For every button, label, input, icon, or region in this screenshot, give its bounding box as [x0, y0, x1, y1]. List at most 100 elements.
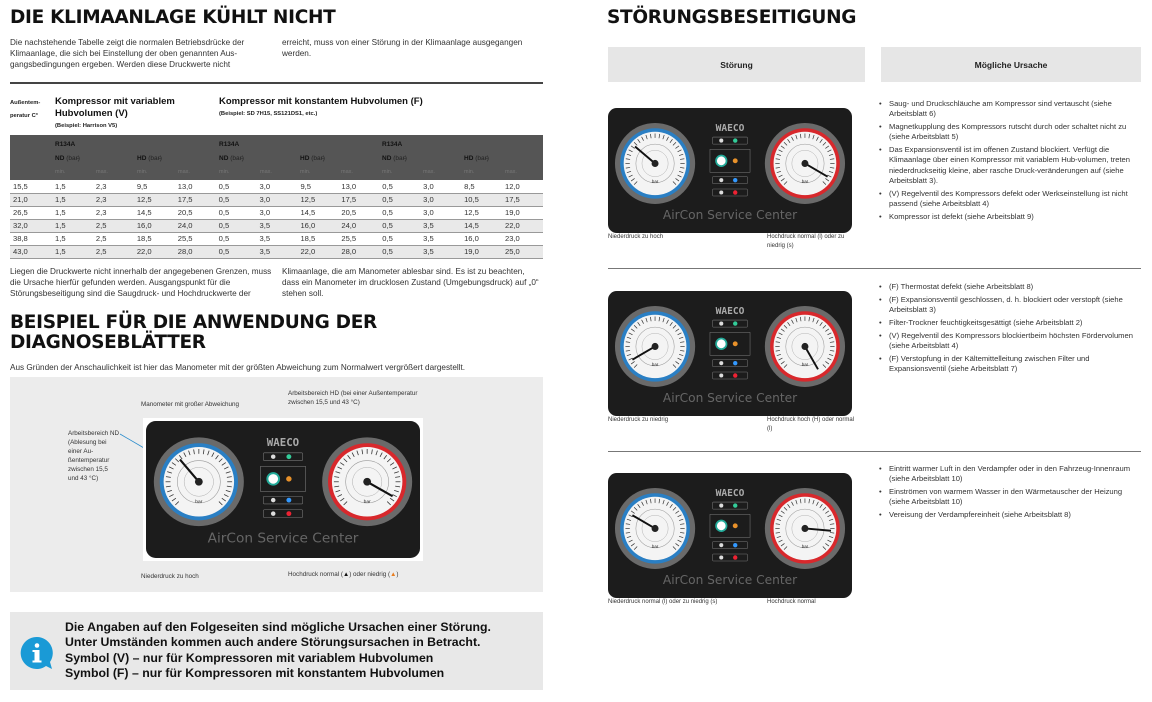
- column-header-cause: Mögliche Ursache: [881, 47, 1141, 82]
- cause-list: Saug- und Druckschläuche am Kompressor s…: [879, 99, 1141, 225]
- cause-item: Das Expansionsventil ist im offenen Zust…: [879, 145, 1141, 186]
- pressure-cell: 9,5: [297, 180, 339, 194]
- orange-led: [732, 341, 738, 347]
- pressure-cell: 0,5: [379, 180, 421, 194]
- orange-led: [732, 523, 738, 529]
- column-header-fault: Störung: [608, 47, 865, 82]
- info-box: Die Angaben auf den Folgeseiten sind mög…: [10, 612, 543, 690]
- pressure-cell: 17,5: [174, 193, 216, 207]
- blue-led: [286, 497, 292, 503]
- low-pressure-gauge: bar: [614, 122, 696, 204]
- cause-item: Eintritt warmer Luft in den Verdampfer o…: [879, 464, 1141, 485]
- min-label: min.: [219, 169, 230, 175]
- fault-row: bar bar WAECO AirCon Service Center: [608, 108, 852, 233]
- pressure-cell: 1,5: [52, 206, 93, 220]
- pressure-cell: 2,3: [92, 193, 134, 207]
- cause-item: Kompressor ist defekt (siehe Arbeitsblat…: [879, 212, 1141, 223]
- red-led: [733, 373, 738, 378]
- example-title-line2: DIAGNOSEBLÄTTER: [10, 332, 206, 353]
- table-row: 32,0 1,5 2,5 16,0 24,0 0,5 3,5 16,0 24,0 0,5 3,5 14…: [10, 219, 543, 233]
- pressure-cell: 19,0: [461, 245, 502, 259]
- cause-item: Saug- und Druckschläuche am Kompressor s…: [879, 99, 1141, 120]
- pressure-cell: 1,5: [52, 180, 93, 194]
- panel-name: AirCon Service Center: [663, 208, 798, 222]
- green-led: [733, 503, 738, 508]
- pressure-cell: 3,5: [256, 232, 298, 246]
- table-row: 26,5 1,5 2,3 14,5 20,5 0,5 3,0 14,5 20,5 0,5 3,0 12…: [10, 206, 543, 220]
- info-text: Die Angaben auf den Folgeseiten sind mög…: [65, 620, 491, 681]
- unit-text: (bar̵): [311, 155, 325, 162]
- fan-icon: [719, 373, 724, 378]
- pressure-cell: 3,0: [420, 193, 462, 207]
- cause-item: Magnetkupplung des Kompressors rutscht d…: [879, 122, 1141, 143]
- high-pressure-gauge: bar: [764, 305, 846, 387]
- label-nd-range: Arbeitsbereich ND (Ablesung bei einer Au…: [68, 430, 120, 482]
- fan-icon: [270, 511, 276, 516]
- pressure-cell: 8,5: [461, 180, 502, 194]
- pressure-cell: 24,0: [174, 219, 216, 233]
- hd-text: HD: [464, 155, 474, 162]
- hd-text: HD: [300, 155, 310, 162]
- info-line: Die Angaben auf den Folgeseiten sind mög…: [65, 620, 491, 634]
- red-led: [733, 555, 738, 560]
- unit-text: (bar̵): [230, 155, 244, 162]
- pressure-cell: 17,5: [338, 193, 380, 207]
- high-pressure-gauge: bar: [764, 122, 846, 204]
- low-pressure-gauge: bar: [614, 305, 696, 387]
- high-pressure-gauge: bar: [764, 487, 846, 569]
- table-header-band: R134A ND (bar̵) HD (bar̵) R134A ND (bar̵) HD …: [10, 135, 543, 180]
- pressure-cell: 3,0: [256, 180, 298, 194]
- nd-text: ND: [55, 155, 65, 162]
- pressure-cell: 1,5: [52, 245, 93, 259]
- vehicle-icon: [719, 178, 724, 183]
- low-pressure-gauge: bar: [614, 487, 696, 569]
- pressure-cell: 3,5: [256, 245, 298, 259]
- pressure-cell: 20,5: [174, 206, 216, 220]
- cause-item: (F) Thermostat defekt (siehe Arbeitsblat…: [879, 282, 1141, 293]
- refrigerant-label: R134A: [219, 141, 240, 148]
- pressure-cell: 12,5: [133, 193, 175, 207]
- cause-item: (F) Expansionsventil geschlossen, d. h. …: [879, 295, 1141, 316]
- intro-text-col1: Die nachstehende Tabelle zeigt die norma…: [10, 38, 245, 69]
- cause-item: Einströmen von warmem Wasser in den Wärm…: [879, 487, 1141, 508]
- pressure-cell: 0,5: [215, 180, 257, 194]
- pressure-cell: 22,0: [297, 245, 339, 259]
- cause-list: Eintritt warmer Luft in den Verdampfer o…: [879, 464, 1141, 523]
- pressure-cell: 2,5: [92, 245, 134, 259]
- compressor-icon: [266, 472, 281, 486]
- pressure-cell: 3,5: [420, 219, 462, 233]
- green-led: [733, 138, 738, 143]
- gauge-unit: bar: [652, 179, 659, 184]
- pressure-cell: 3,5: [420, 232, 462, 246]
- pressure-cell: 2,3: [92, 206, 134, 220]
- temperature-cell: 32,0: [10, 219, 53, 233]
- red-led: [286, 511, 292, 517]
- temperature-cell: 26,5: [10, 206, 53, 220]
- label-nd: Niederdruck zu hoch: [141, 573, 199, 580]
- pressure-cell: 3,5: [420, 245, 462, 259]
- section-title: STÖRUNGSBESEITIGUNG: [607, 7, 857, 28]
- hd-caption: Hochdruck hoch (H) oder normal (l): [767, 417, 855, 432]
- pressure-cell: 16,0: [461, 232, 502, 246]
- intro-text-col2: erreicht, muss von einer Störung in der …: [282, 38, 523, 58]
- pressure-cell: 1,5: [52, 232, 93, 246]
- low-pressure-gauge: bar: [153, 437, 244, 527]
- hd-text: HD: [137, 155, 147, 162]
- nd-label: ND (bar̵): [55, 155, 80, 162]
- pressure-cell: 0,5: [379, 206, 421, 220]
- max-label: max.: [260, 169, 272, 175]
- pressure-cell: 3,0: [420, 180, 462, 194]
- fan-indicator: [263, 452, 303, 461]
- hd-label: HD (bar̵): [464, 155, 489, 162]
- table-row: 15,5 1,5 2,3 9,5 13,0 0,5 3,0 9,5 13,0 0,5 3,0 8,5 1…: [10, 180, 543, 194]
- label-hd-prefix: Hochdruck normal (: [288, 571, 343, 578]
- pressure-cell: 25,0: [501, 245, 543, 259]
- nd-text: ND: [382, 155, 392, 162]
- pressure-cell: 3,0: [256, 193, 298, 207]
- fan-indicator: [712, 136, 748, 145]
- unit-text: (bar̵): [393, 155, 407, 162]
- high-pressure-gauge: bar: [322, 437, 413, 527]
- panel-name: AirCon Service Center: [208, 531, 359, 547]
- cause-item: Filter-Trockner feuchtigkeitsgesättigt (…: [879, 318, 1141, 329]
- pressure-cell: 20,5: [338, 206, 380, 220]
